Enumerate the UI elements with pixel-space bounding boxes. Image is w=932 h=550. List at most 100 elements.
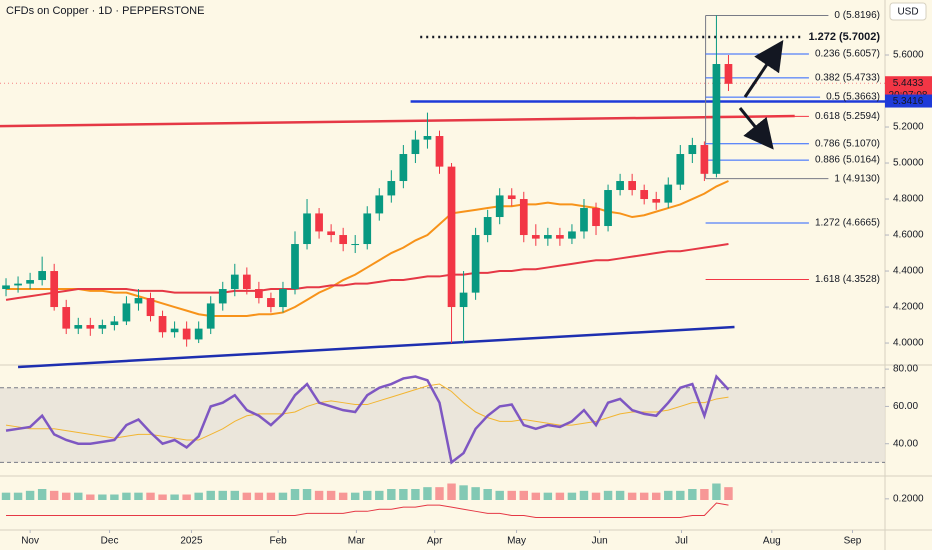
- volume-bar: [182, 494, 191, 500]
- candle-body: [351, 244, 360, 246]
- candle-body: [267, 298, 275, 308]
- volume-bar: [98, 494, 107, 500]
- x-tick-label: Feb: [270, 536, 288, 547]
- volume-bar: [507, 490, 516, 500]
- rsi-tick-label: 60.00: [893, 401, 918, 412]
- volume-bar: [483, 489, 492, 500]
- candle-body: [158, 316, 167, 333]
- volume-bar: [218, 490, 227, 500]
- volume-bar: [230, 490, 240, 500]
- volume-bar: [25, 490, 35, 500]
- y-tick-label: 5.6000: [893, 50, 924, 61]
- candle-body: [531, 235, 540, 239]
- volume-bar: [447, 483, 456, 500]
- rsi-ma: [5, 383, 729, 441]
- candle-body: [375, 195, 384, 214]
- volume-bar: [688, 489, 697, 500]
- candle-body: [170, 328, 179, 333]
- candle-body: [676, 154, 685, 185]
- fib-label: 0.786 (5.1070): [815, 138, 880, 149]
- currency-box[interactable]: [889, 2, 927, 21]
- chart-title: CFDs on Copper · 1D · PEPPERSTONE: [6, 5, 204, 17]
- volume-bar: [519, 490, 528, 500]
- candle-body: [556, 235, 564, 239]
- volume-bar: [435, 487, 444, 500]
- candle-body: [712, 64, 721, 174]
- candle-body: [387, 181, 396, 196]
- candle-body: [604, 190, 612, 227]
- candle-body: [544, 235, 552, 239]
- candle-body: [206, 303, 215, 329]
- candle-body: [291, 244, 299, 290]
- volume-bar: [423, 487, 432, 500]
- volume-bar: [290, 489, 300, 500]
- volume-bar: [146, 492, 155, 500]
- volume-bar: [254, 492, 264, 500]
- candle-body: [110, 321, 119, 326]
- plot: 4.0000 4.2000 4.4000 4.6000 4.8000 5.0000 5.20…: [0, 10, 932, 547]
- volume-bar: [350, 492, 360, 500]
- candle-body: [315, 213, 323, 232]
- candle-body: [580, 208, 588, 232]
- volume-bar: [158, 494, 167, 500]
- volume-bar: [712, 483, 721, 500]
- candle-body: [38, 271, 46, 281]
- fib-label: 0.618 (5.2594): [815, 111, 880, 122]
- candle-body: [182, 328, 191, 340]
- volume-bar: [314, 490, 324, 500]
- candle-body: [303, 213, 311, 245]
- volume-bar: [86, 494, 95, 500]
- y-tick-label: 5.2000: [893, 122, 924, 133]
- candle-body: [483, 217, 492, 236]
- volume-bar: [676, 490, 685, 500]
- x-tick-label: Jul: [675, 536, 688, 547]
- y-tick-label: 5.0000: [893, 158, 924, 169]
- volume-bar: [591, 492, 601, 500]
- x-tick-label: 2025: [180, 536, 203, 547]
- candle-body: [339, 235, 348, 245]
- candle-body: [279, 289, 287, 308]
- volume-bar: [1, 492, 11, 500]
- candle-body: [507, 195, 516, 200]
- x-tick-label: Dec: [101, 536, 119, 547]
- candle-body: [568, 231, 576, 239]
- y-tick-label: 4.2000: [893, 302, 924, 313]
- candle-body: [616, 181, 624, 191]
- candle-body: [459, 292, 468, 308]
- currency[interactable]: USD: [897, 7, 918, 18]
- volume-bar: [338, 492, 348, 500]
- price-badge: [885, 94, 932, 108]
- candle-body: [146, 298, 155, 317]
- volume-bar: [652, 492, 661, 500]
- y-tick-label: 4.4000: [893, 266, 924, 277]
- volume-bar: [302, 489, 312, 500]
- price-badge-label: 5.3416: [893, 96, 924, 107]
- volume-bar: [206, 490, 215, 500]
- x-tick-label: Nov: [21, 536, 39, 547]
- volume-bar: [13, 492, 23, 500]
- volume-bar: [411, 489, 420, 500]
- rsi-band: [0, 387, 885, 463]
- candle-body: [134, 298, 143, 304]
- volume-bar: [627, 492, 637, 500]
- volume-bar: [387, 489, 396, 500]
- volume-bar: [37, 489, 47, 500]
- volume-bar: [664, 490, 673, 500]
- candle-body: [98, 325, 107, 329]
- x-tick-label: Aug: [763, 536, 781, 547]
- candle-body: [230, 274, 239, 290]
- candle-body: [14, 283, 22, 286]
- rsi-tick-label: 80.00: [893, 364, 918, 375]
- volume-bar: [74, 492, 83, 500]
- candle-body: [628, 181, 636, 191]
- y-tick-label: 4.0000: [893, 338, 924, 349]
- x-tick-label: Apr: [427, 536, 443, 547]
- x-tick-label: Jun: [592, 536, 608, 547]
- candle-body: [86, 325, 95, 329]
- volume-bar: [242, 492, 252, 500]
- x-tick-label: May: [507, 536, 526, 547]
- candle-body: [327, 231, 335, 236]
- volume-bar: [122, 492, 131, 500]
- candle-body: [700, 145, 709, 174]
- volume-bar: [375, 490, 384, 500]
